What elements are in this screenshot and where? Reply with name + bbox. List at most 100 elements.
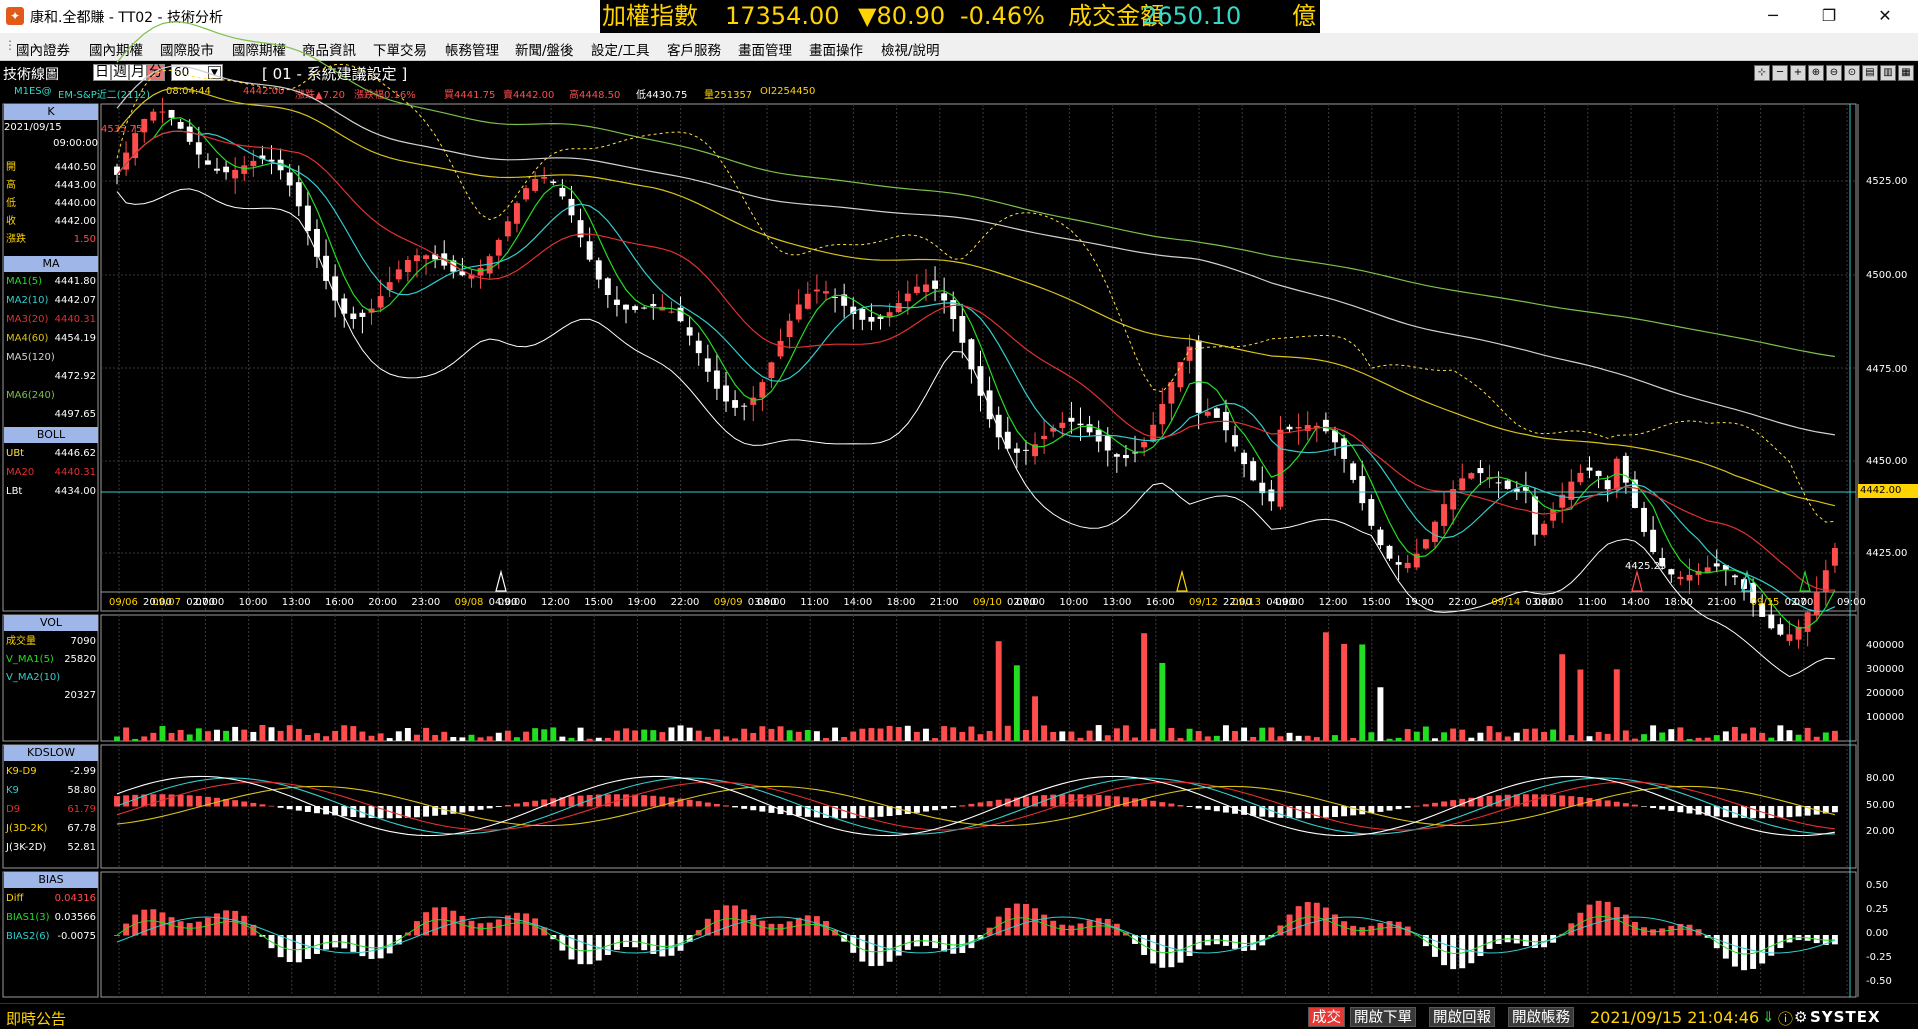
kd-diff-bar [295,806,302,811]
candle [159,111,166,113]
menu-settings[interactable]: 設定/工具 [591,43,650,59]
system-setting[interactable]: [ 01 - 系統建議設定 ] [262,65,408,83]
save-icon[interactable]: ▤ [1862,65,1878,81]
candle [1495,482,1502,484]
menu-intl-futures[interactable]: 國際期權 [232,43,286,59]
bias-bar [250,924,257,936]
expand-icon[interactable]: + [1790,65,1806,81]
volume-bar [877,728,884,741]
period-day[interactable]: 日 [93,64,111,81]
period-week[interactable]: 週 [111,64,129,81]
candle [1432,521,1438,543]
kd-diff-bar [968,803,975,807]
bulletin-label[interactable]: 即時公告 [6,1010,67,1028]
open-order-button[interactable]: 開啟下單 [1350,1007,1416,1027]
volume-bar [813,731,820,741]
quote-volume: 量251357 [704,90,753,101]
fills-button[interactable]: 成交 [1308,1007,1345,1027]
zoom-out-icon[interactable]: ⊖ [1826,65,1842,81]
menu-service[interactable]: 客戶服務 [667,43,721,59]
kd-diff-bar [886,806,893,817]
kd-diff-bar [995,799,1002,807]
settings-icon[interactable]: ▦ [1898,65,1914,81]
shrink-icon[interactable]: ─ [1772,65,1788,81]
restore-button[interactable]: ❐ [1821,6,1837,25]
kd-diff-bar [941,806,948,809]
volume-bar [1813,736,1820,741]
kd-diff-bar [1259,806,1266,817]
menu-accounts[interactable]: 帳務管理 [445,43,499,59]
zoom-in-icon[interactable]: ⊕ [1808,65,1824,81]
kd-diff-bar [1013,797,1020,807]
candle [750,397,757,405]
bias-bar [650,935,657,954]
minimize-button[interactable]: ─ [1768,6,1778,25]
period-minute[interactable]: 分 [147,64,165,81]
bias-bar [1759,935,1766,964]
print-icon[interactable]: ▥ [1880,65,1896,81]
menu-layout[interactable]: 畫面管理 [738,43,792,59]
chart-canvas[interactable] [0,0,1918,1003]
candle [1613,458,1620,490]
volume-bar [741,728,748,741]
period-month[interactable]: 月 [129,64,147,81]
kd-diff-bar [950,806,957,808]
menu-order[interactable]: 下單交易 [373,43,427,59]
candle [114,166,120,175]
candle [1204,411,1211,416]
bias-bar [877,935,884,966]
time-axis-time: 08:00 [757,597,786,608]
volume-bar [1277,736,1284,741]
candle [232,169,239,179]
menu-news[interactable]: 新聞/盤後 [515,43,574,59]
bias-bar [1004,907,1011,936]
cursor-icon[interactable]: ⊹ [1754,65,1770,81]
candle [650,303,657,307]
kd-diff-bar [741,806,748,809]
ma20-line [116,130,1835,591]
bias-bar [377,935,384,959]
candle [532,178,539,191]
volume-bar [1413,731,1420,741]
close-button[interactable]: ✕ [1878,6,1892,25]
time-axis-time: 07 [1793,597,1807,608]
kd-diff-bar [486,806,493,809]
menu-intl-stocks[interactable]: 國際股市 [160,43,214,59]
zoom-reset-icon[interactable]: ⊙ [1844,65,1860,81]
kd-diff-bar [1050,794,1057,807]
ticker-vol: 2650.10 [1142,2,1242,30]
menu-quotes[interactable]: 商品資訊 [302,43,356,59]
minutes-select[interactable]: 60 ▼ [171,64,223,81]
open-report-button[interactable]: 開啟回報 [1429,1007,1495,1027]
bias-bar [732,905,739,936]
time-axis-time: 16:00 [1145,597,1175,608]
bias-bar [468,920,475,936]
candle [132,133,139,159]
kd-diff-bar [341,806,348,817]
volume-bar [314,733,320,741]
volume-bar [132,738,139,741]
kd-diff-bar [541,799,548,807]
menu-domestic-futures[interactable]: 國內期權 [89,43,143,59]
open-account-button[interactable]: 開啟帳務 [1508,1007,1574,1027]
k-open: 4440.50 [54,162,96,173]
volume-bar [1513,732,1520,741]
volume-bar [632,730,639,741]
kd-diff-bar [1132,798,1138,807]
bias-bar [114,935,120,936]
settings-gear-icon[interactable]: ⚙ [1794,1008,1808,1026]
status-clock: 2021/09/15 21:04:46 [1590,1008,1760,1027]
menu-view-help[interactable]: 檢視/說明 [881,43,940,59]
bias-bar [1586,904,1593,936]
bias1-label: BIAS1(3) [6,912,50,923]
bias-bar [1186,935,1193,956]
last-price-marker: 4442.00 [1858,484,1918,498]
candle [341,298,348,314]
vol-axis-label: 400000 [1866,640,1905,651]
kd-diff-bar [1704,806,1711,816]
menu-domestic-securities[interactable]: 國內證券 [16,43,70,59]
time-axis-time: 10:00 [238,597,268,608]
volume-bar [886,726,893,741]
kd-diff-bar [568,796,575,807]
menu-screen-ops[interactable]: 畫面操作 [809,43,863,59]
